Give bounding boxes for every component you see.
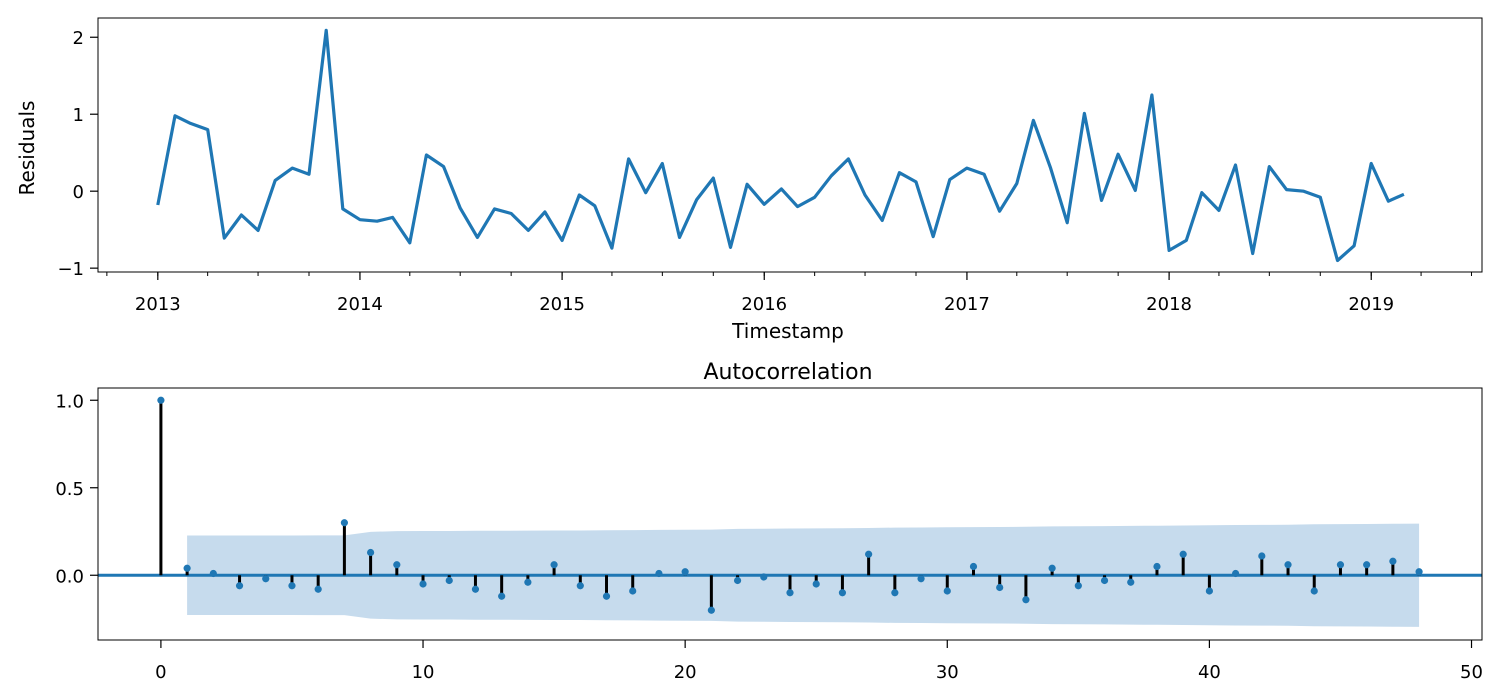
acf-marker — [1179, 550, 1187, 558]
acf-marker — [314, 585, 322, 593]
acf-marker — [760, 573, 768, 581]
acf-x-tick-label: 30 — [936, 662, 959, 683]
acf-marker — [917, 575, 925, 583]
acf-marker — [733, 576, 742, 585]
acf-marker — [262, 575, 270, 583]
acf-marker — [157, 396, 165, 404]
acf-marker — [969, 562, 978, 571]
residuals-plot: Residuals Timestamp 2013 2014 2015 2016 2017… — [15, 17, 1483, 343]
acf-marker — [498, 592, 506, 600]
acf-marker — [1153, 562, 1161, 571]
acf-x-tick-label: 0 — [155, 662, 166, 683]
acf-marker — [655, 569, 663, 578]
x-tick-label: 2017 — [944, 294, 990, 315]
acf-marker — [1336, 561, 1345, 569]
acf-marker — [629, 587, 637, 595]
acf-marker — [943, 587, 951, 595]
x-tick-label: 2014 — [337, 294, 383, 315]
acf-x-tick-label: 10 — [412, 662, 435, 683]
residuals-plot-frame — [97, 17, 1483, 273]
x-tick-label: 2013 — [135, 294, 181, 315]
acf-marker — [865, 550, 873, 558]
acf-x-tick-label: 40 — [1198, 662, 1221, 683]
x-tick-label: 2015 — [539, 294, 585, 315]
acf-marker — [1100, 576, 1109, 585]
acf-marker — [1310, 587, 1318, 595]
acf-marker — [891, 589, 899, 597]
acf-marker — [1022, 596, 1030, 604]
acf-marker — [681, 568, 689, 576]
acf-marker — [367, 548, 375, 557]
acf-marker — [838, 589, 847, 597]
acf-marker — [288, 582, 296, 590]
acf-marker — [1389, 557, 1397, 565]
acf-marker — [1415, 568, 1423, 576]
y-tick-label: −1 — [57, 259, 84, 280]
y-tick-label: 0 — [73, 182, 84, 203]
acf-marker — [1127, 578, 1135, 586]
acf-y-tick-label: 0.0 — [55, 566, 84, 587]
acf-x-tick-label: 50 — [1460, 662, 1483, 683]
acf-marker — [524, 578, 532, 586]
autocorrelation-plot-frame — [97, 387, 1483, 641]
acf-marker — [1258, 552, 1266, 560]
acf-marker — [812, 580, 820, 588]
acf-marker — [1048, 564, 1056, 572]
acf-marker — [419, 580, 427, 588]
acf-x-tick-label: 20 — [674, 662, 697, 683]
acf-y-tick-label: 0.5 — [55, 479, 84, 500]
acf-marker — [1232, 569, 1240, 578]
acf-marker — [602, 592, 611, 600]
acf-marker — [393, 561, 401, 569]
acf-marker — [550, 561, 558, 569]
residuals-y-axis-label: Residuals — [15, 101, 39, 196]
acf-marker — [707, 606, 715, 614]
acf-marker — [1074, 582, 1082, 590]
acf-marker — [471, 585, 480, 593]
acf-marker — [209, 569, 217, 578]
acf-marker — [576, 582, 584, 590]
acf-marker — [445, 576, 453, 585]
acf-marker — [183, 564, 191, 572]
acf-marker — [1363, 561, 1371, 569]
x-tick-label: 2019 — [1348, 294, 1394, 315]
acf-marker — [1205, 587, 1213, 595]
residuals-x-axis-label: Timestamp — [731, 319, 844, 343]
x-tick-label: 2016 — [741, 294, 787, 315]
acf-marker — [996, 583, 1004, 592]
acf-marker — [786, 589, 794, 597]
autocorrelation-title: Autocorrelation — [703, 360, 872, 385]
x-tick-label: 2018 — [1146, 294, 1192, 315]
y-tick-label: 1 — [73, 105, 84, 126]
y-tick-label: 2 — [73, 28, 84, 49]
acf-marker — [1284, 561, 1292, 569]
acf-y-tick-label: 1.0 — [55, 391, 84, 412]
acf-marker — [235, 582, 244, 590]
autocorrelation-plot: Autocorrelation 0 10 20 30 40 50 0.0 0.5 1.0 — [55, 360, 1483, 683]
acf-marker — [340, 519, 348, 527]
residuals-line — [156, 28, 1405, 263]
